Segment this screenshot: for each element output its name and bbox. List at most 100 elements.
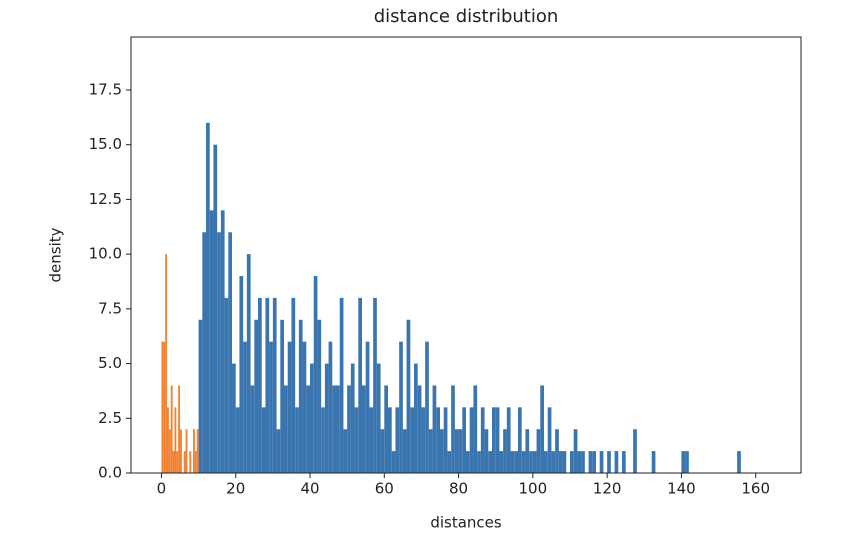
bar — [421, 407, 426, 473]
bar — [202, 232, 207, 473]
bar — [161, 341, 164, 473]
bar — [681, 451, 686, 473]
bar — [388, 407, 392, 473]
bar — [194, 451, 197, 473]
bar — [343, 429, 348, 473]
bar — [258, 297, 262, 473]
y-tick-label: 0.0 — [98, 464, 122, 482]
bar — [521, 451, 526, 473]
bar — [269, 341, 273, 473]
bar — [488, 451, 492, 473]
bar — [484, 429, 489, 473]
bar — [517, 407, 522, 473]
bar — [425, 341, 429, 473]
bar — [243, 341, 247, 473]
bar — [350, 363, 355, 473]
bar — [198, 319, 203, 473]
bar — [469, 407, 474, 473]
bar — [317, 319, 322, 473]
bar — [540, 385, 544, 473]
bar — [466, 451, 470, 473]
bar — [228, 232, 233, 473]
bar — [246, 254, 251, 473]
x-tick-label: 60 — [375, 480, 394, 498]
bar — [217, 232, 221, 473]
bar — [410, 407, 415, 473]
bar — [562, 451, 567, 473]
bar — [551, 451, 556, 473]
x-tick-label: 20 — [226, 480, 245, 498]
bar — [384, 385, 389, 473]
bar — [284, 385, 288, 473]
bar — [168, 429, 171, 473]
bar — [462, 407, 466, 473]
bar — [503, 429, 507, 473]
bar — [440, 429, 444, 473]
bar — [196, 429, 199, 473]
bar — [209, 210, 214, 473]
bar — [310, 363, 314, 473]
x-tick-label: 0 — [157, 480, 167, 498]
bar — [592, 451, 596, 473]
bar — [532, 451, 537, 473]
bar — [599, 451, 604, 473]
bar — [163, 341, 166, 473]
bar — [178, 385, 181, 473]
bar — [291, 297, 296, 473]
y-tick-label: 7.5 — [98, 299, 122, 317]
bar — [525, 429, 530, 473]
bar — [362, 385, 366, 473]
bar — [167, 407, 169, 473]
bar — [573, 429, 578, 473]
bar — [447, 451, 452, 473]
bar — [347, 385, 351, 473]
bar — [276, 429, 281, 473]
bar — [473, 385, 478, 473]
bar — [491, 407, 496, 473]
bar — [321, 407, 325, 473]
x-tick-label: 100 — [519, 480, 548, 498]
y-axis-label: density — [47, 227, 65, 282]
bar — [176, 451, 179, 473]
bar — [555, 429, 559, 473]
bar — [265, 297, 270, 473]
bar — [172, 451, 175, 473]
bar — [232, 363, 236, 473]
bar — [213, 144, 218, 473]
bar — [581, 451, 585, 473]
bar — [174, 407, 177, 473]
x-tick-label: 80 — [449, 480, 468, 498]
bar — [417, 385, 422, 473]
bar — [477, 451, 481, 473]
bar — [336, 385, 340, 473]
bar — [189, 451, 192, 473]
bar — [354, 407, 359, 473]
bar — [272, 297, 277, 473]
plot-frame — [130, 36, 802, 474]
bar — [577, 451, 582, 473]
x-tick-label: 140 — [667, 480, 696, 498]
bar — [395, 407, 400, 473]
bar — [254, 319, 259, 473]
bar — [358, 297, 363, 473]
bar — [339, 297, 344, 473]
bar — [193, 429, 195, 473]
bar — [399, 341, 403, 473]
bar — [324, 363, 329, 473]
bar — [514, 451, 518, 473]
bar — [239, 276, 244, 473]
bar — [391, 451, 396, 473]
y-tick-label: 10.0 — [89, 245, 122, 263]
bar — [250, 385, 255, 473]
bar — [607, 451, 611, 473]
chart-title: distance distribution — [374, 6, 559, 27]
bar — [295, 407, 299, 473]
bar — [621, 451, 626, 473]
bar — [536, 429, 541, 473]
bar — [235, 407, 240, 473]
bar — [376, 363, 381, 473]
bar — [206, 122, 210, 473]
bar — [495, 407, 500, 473]
bar — [499, 451, 504, 473]
